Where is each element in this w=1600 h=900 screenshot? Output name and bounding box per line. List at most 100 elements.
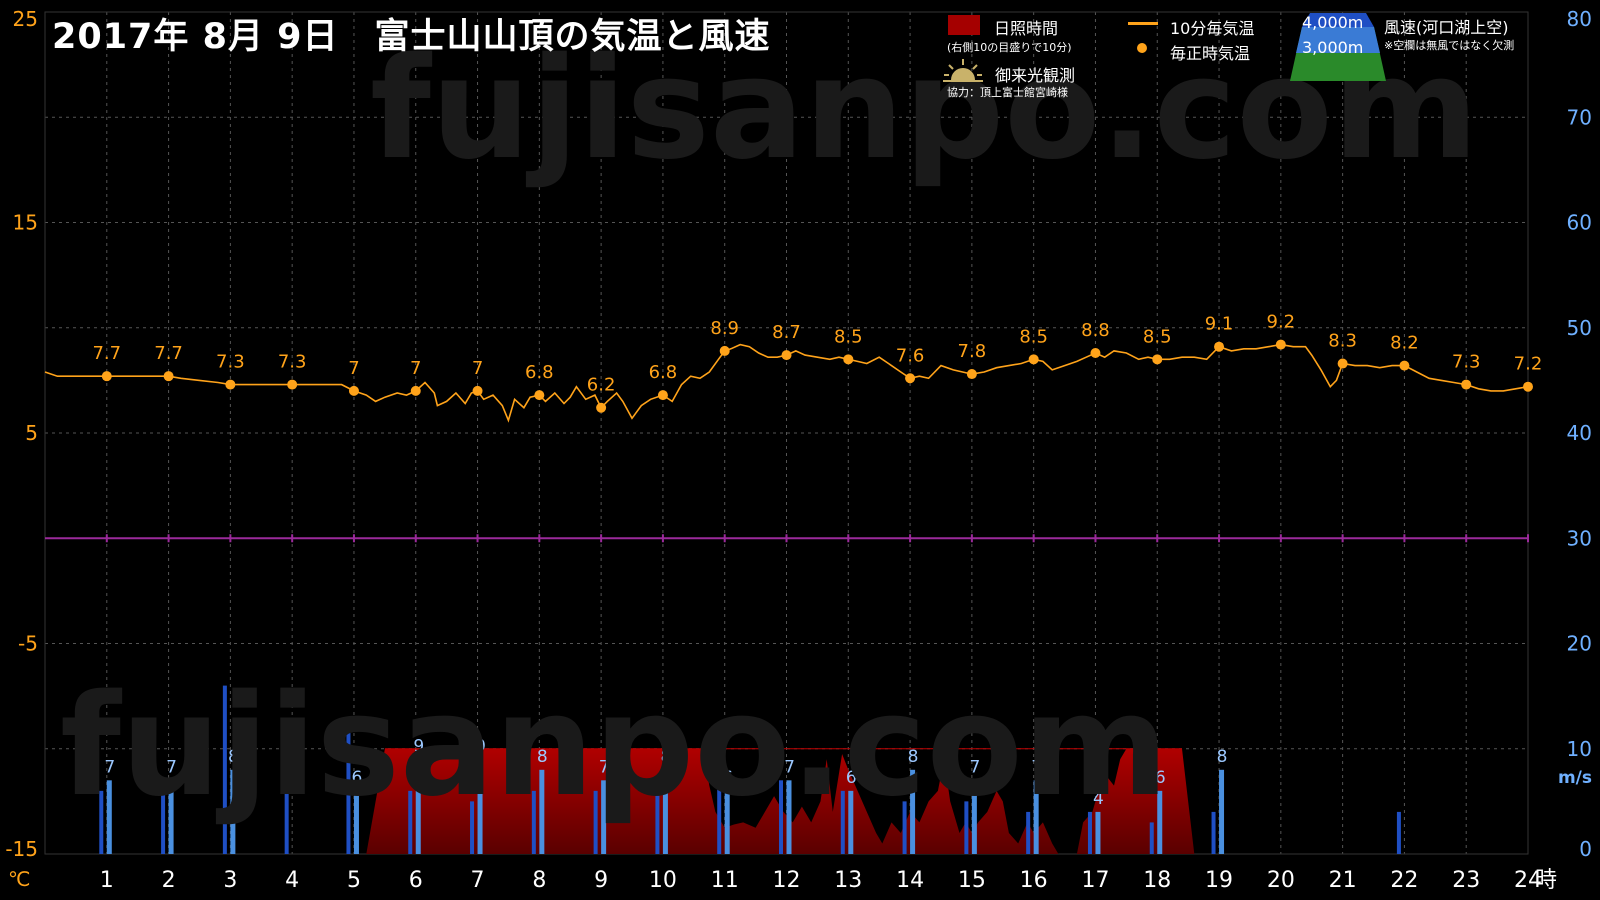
temperature-hourly-label: 7	[472, 358, 483, 379]
temperature-hourly-label: 8.5	[834, 326, 863, 347]
temperature-hourly-point	[966, 369, 977, 380]
right-axis-tick: 70	[1567, 105, 1592, 129]
wind-3000-label: 7	[784, 757, 795, 777]
wind-3000-label: 7	[104, 757, 115, 777]
x-axis-tick: 23	[1452, 868, 1480, 893]
x-axis-tick: 4	[285, 868, 299, 893]
wind-3000-bar	[539, 769, 545, 854]
x-axis-tick: 20	[1267, 868, 1295, 893]
x-axis-tick: 12	[773, 868, 801, 893]
x-axis-tick: 1	[100, 868, 114, 893]
wind-4000-bar	[902, 801, 907, 854]
wind-3000-label: 6	[846, 768, 857, 788]
wind-4000-bar	[99, 790, 104, 854]
legend-sunrise-label: 御来光観測	[995, 66, 1076, 85]
temperature-hourly-label: 8.8	[1081, 320, 1110, 341]
x-axis-tick: 6	[409, 868, 423, 893]
legend-sunshine-swatch	[948, 15, 980, 35]
wind-4000-bar	[1026, 811, 1031, 854]
right-axis-unit: m/s	[1558, 768, 1592, 788]
wind-4000-bar	[964, 801, 969, 854]
wind-3000-bar	[1033, 780, 1039, 854]
temperature-hourly-label: 7.6	[896, 345, 925, 366]
temperature-hourly-point	[843, 354, 854, 365]
wind-3000-bar	[786, 780, 792, 854]
wind-3000-bar	[1157, 790, 1163, 854]
wind-4000-bar	[1087, 811, 1092, 854]
temperature-hourly-point	[1152, 354, 1163, 365]
chart-title: 2017年 8月 9日 富士山山頂の気温と風速	[52, 17, 771, 57]
wind-3000-bar	[662, 769, 668, 854]
x-axis-tick: 11	[711, 868, 739, 893]
legend-cooperation: 協力：頂上富士館宮崎様	[947, 86, 1068, 99]
right-axis-tick: 50	[1567, 316, 1592, 340]
wind-4000-bar	[1211, 811, 1216, 854]
x-axis-tick: 7	[471, 868, 485, 893]
left-axis-tick: 25	[13, 7, 38, 31]
wind-4000-bar	[222, 685, 227, 854]
wind-3000-bar	[230, 769, 236, 854]
wind-3000-label: 8	[1217, 747, 1228, 767]
wind-3000-label: 8	[908, 747, 919, 767]
wind-4000-bar	[779, 780, 783, 854]
wind-3000-label: 8	[228, 747, 239, 767]
temperature-hourly-point	[410, 385, 421, 396]
wind-3000-label: 9	[413, 736, 424, 756]
temperature-hourly-point	[163, 371, 174, 382]
temperature-hourly-label: 7.3	[216, 352, 245, 373]
temperature-hourly-label: 8.3	[1328, 331, 1357, 352]
temperature-hourly-label: 8.2	[1390, 333, 1419, 354]
wind-4000-bar	[1149, 822, 1154, 854]
x-axis-tick: 21	[1329, 868, 1357, 893]
legend-wind-note: ※空欄は無風ではなく欠測	[1384, 39, 1515, 52]
temperature-hourly-point	[225, 379, 236, 390]
wind-3000-label: 9	[475, 736, 486, 756]
wind-3000-bar	[601, 780, 607, 854]
temperature-hourly-label: 9.1	[1205, 314, 1234, 335]
wind-3000-bar	[168, 780, 174, 854]
x-axis-tick: 3	[223, 868, 237, 893]
temperature-hourly-point	[348, 385, 359, 396]
x-axis-tick: 13	[834, 868, 862, 893]
left-axis-unit: ℃	[8, 867, 30, 891]
left-axis-tick: -15	[5, 837, 38, 861]
temperature-hourly-label: 8.7	[772, 322, 801, 343]
x-axis-tick: 24	[1514, 868, 1542, 893]
wind-3000-bar	[724, 790, 730, 854]
temperature-hourly-point	[1337, 358, 1348, 369]
legend-temp10-swatch	[1128, 22, 1158, 25]
wind-3000-bar	[971, 780, 977, 854]
wind-4000-bar	[284, 780, 289, 854]
temperature-hourly-label: 7.3	[1452, 352, 1481, 373]
temperature-hourly-label: 6.8	[649, 362, 678, 383]
temperature-hourly-point	[472, 385, 483, 396]
temperature-hourly-point	[1090, 348, 1101, 359]
wind-3000-label: 7	[969, 757, 980, 777]
left-axis-tick: 15	[13, 211, 38, 235]
x-axis-tick: 5	[347, 868, 361, 893]
temperature-hourly-point	[781, 350, 792, 361]
wind-4000-bar	[470, 801, 475, 854]
temperature-hourly-point	[905, 373, 916, 384]
legend-temp10-label: 10分毎気温	[1170, 19, 1255, 38]
wind-4000-bar	[1396, 811, 1401, 854]
legend-sunshine-note: (右側10の目盛りで10分)	[947, 41, 1072, 54]
temperature-hourly-point	[1523, 381, 1533, 392]
temperature-hourly-point	[596, 402, 607, 413]
temperature-hourly-point	[657, 390, 668, 401]
wind-3000-bar	[848, 790, 854, 854]
legend-wind-label: 風速(河口湖上空)	[1384, 18, 1509, 37]
x-axis-tick: 18	[1143, 868, 1171, 893]
temperature-hourly-label: 7.7	[92, 343, 121, 364]
right-axis-tick: 10	[1567, 737, 1592, 761]
wind-3000-bar	[1095, 811, 1101, 854]
wind-4000-bar	[655, 790, 660, 854]
wind-3000-bar	[477, 759, 483, 854]
temperature-hourly-label: 7	[348, 358, 359, 379]
legend-wind-4000-label: 4,000m	[1302, 13, 1364, 32]
legend-sunshine-label: 日照時間	[994, 19, 1059, 38]
temperature-hourly-label: 8.5	[1019, 326, 1048, 347]
temperature-hourly-point	[287, 379, 298, 390]
wind-3000-label: 6	[722, 768, 733, 788]
